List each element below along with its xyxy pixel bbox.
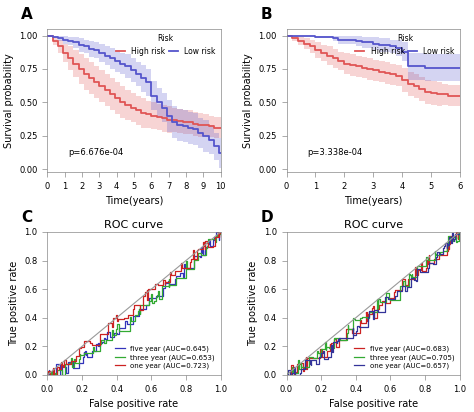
Text: D: D (261, 211, 273, 225)
Legend: five year (AUC=0.683), three year (AUC=0.705), one year (AUC=0.657): five year (AUC=0.683), three year (AUC=0… (352, 344, 456, 372)
Text: p=3.338e-04: p=3.338e-04 (307, 147, 363, 157)
X-axis label: Time(years): Time(years) (344, 196, 402, 206)
Legend: High risk, Low risk: High risk, Low risk (115, 33, 217, 58)
Legend: five year (AUC=0.645), three year (AUC=0.653), one year (AUC=0.723): five year (AUC=0.645), three year (AUC=0… (112, 344, 217, 372)
X-axis label: False positive rate: False positive rate (328, 399, 418, 409)
Y-axis label: True positive rate: True positive rate (9, 261, 19, 346)
Text: B: B (261, 7, 272, 22)
X-axis label: False positive rate: False positive rate (90, 399, 179, 409)
Title: ROC curve: ROC curve (344, 220, 403, 230)
Text: C: C (21, 211, 33, 225)
Legend: High risk, Low risk: High risk, Low risk (354, 33, 456, 58)
Text: p=6.676e-04: p=6.676e-04 (68, 147, 123, 157)
Title: ROC curve: ROC curve (104, 220, 164, 230)
X-axis label: Time(years): Time(years) (105, 196, 163, 206)
Y-axis label: Survival probability: Survival probability (243, 53, 253, 148)
Y-axis label: Survival probability: Survival probability (4, 53, 14, 148)
Text: A: A (21, 7, 33, 22)
Y-axis label: True positive rate: True positive rate (248, 261, 258, 346)
